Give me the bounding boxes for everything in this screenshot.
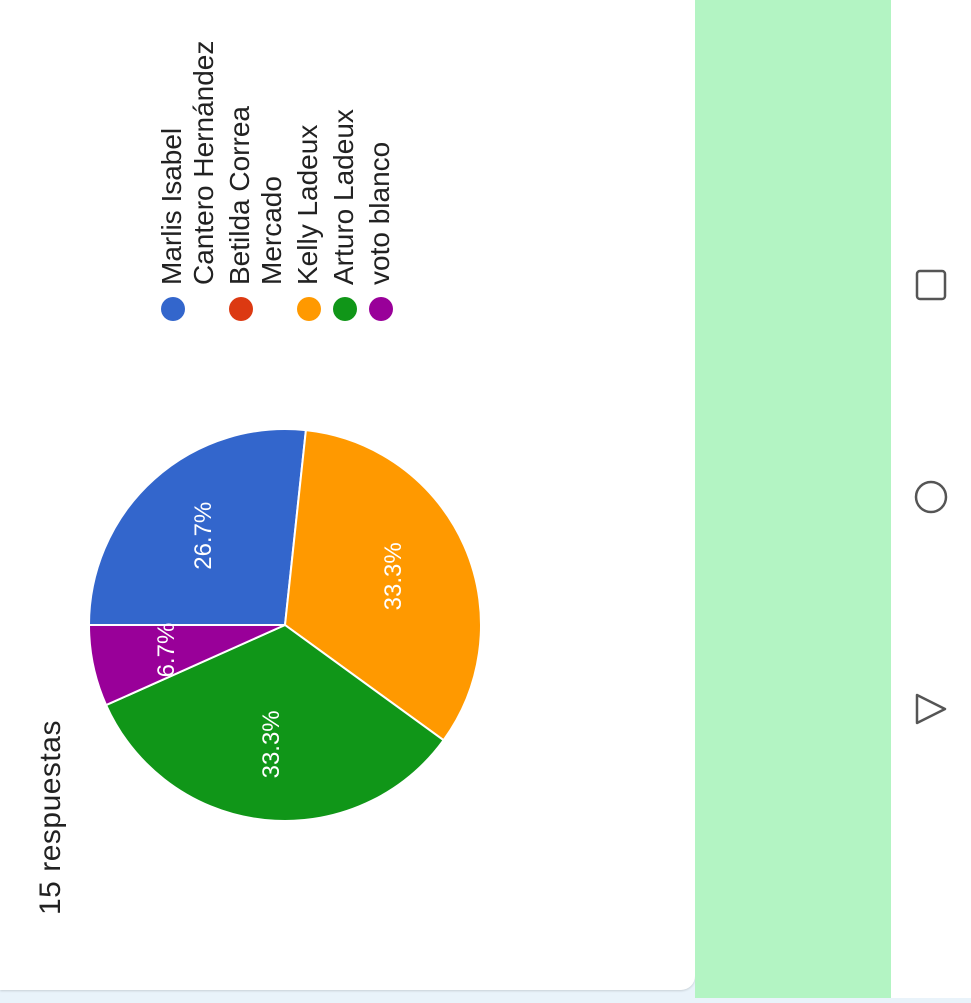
chart-card: 15 respuestas 26.7% 33.3% 33.3% 6.7% Marlis…: [0, 0, 695, 990]
legend-item[interactable]: Betilda Correa Mercado: [224, 1, 288, 321]
triangle-icon: [915, 693, 947, 725]
circle-icon: [914, 480, 948, 514]
legend-label: Betilda Correa Mercado: [224, 106, 287, 285]
legend-color-dot: [229, 297, 253, 321]
legend-color-dot: [333, 297, 357, 321]
legend-label: Arturo Ladeux: [328, 109, 359, 285]
legend-color-dot: [369, 297, 393, 321]
pie-chart: 26.7% 33.3% 33.3% 6.7%: [87, 428, 482, 822]
slice-percent-label: 6.7%: [153, 623, 180, 678]
legend-item[interactable]: Kelly Ladeux: [292, 1, 324, 321]
legend-color-dot: [161, 297, 185, 321]
pie-slice[interactable]: [283, 429, 482, 742]
legend-item[interactable]: Arturo Ladeux: [328, 1, 360, 321]
legend-label: voto blanco: [364, 141, 395, 285]
slice-percent-label: 26.7%: [190, 502, 217, 570]
pie-slice[interactable]: [87, 624, 286, 707]
navigation-bar: [891, 0, 971, 998]
legend-label: Kelly Ladeux: [292, 124, 323, 285]
legend-label: Marlis Isabel Cantero Hernández: [156, 40, 219, 285]
square-icon: [915, 269, 947, 301]
slice-percent-label: 33.3%: [258, 710, 285, 778]
legend: Marlis Isabel Cantero Hernández Betilda C…: [156, 1, 400, 321]
pie-slice[interactable]: [87, 428, 308, 626]
legend-item[interactable]: voto blanco: [364, 1, 396, 321]
rotated-chart-content: 15 respuestas 26.7% 33.3% 33.3% 6.7% Marlis…: [34, 1, 482, 915]
green-band: [695, 0, 891, 998]
back-button[interactable]: [891, 669, 971, 749]
legend-item[interactable]: Marlis Isabel Cantero Hernández: [156, 1, 220, 321]
home-button[interactable]: [891, 457, 971, 537]
legend-color-dot: [297, 297, 321, 321]
slice-percent-label: 33.3%: [380, 542, 407, 610]
recent-apps-button[interactable]: [891, 245, 971, 325]
pie-slice[interactable]: [104, 623, 445, 822]
